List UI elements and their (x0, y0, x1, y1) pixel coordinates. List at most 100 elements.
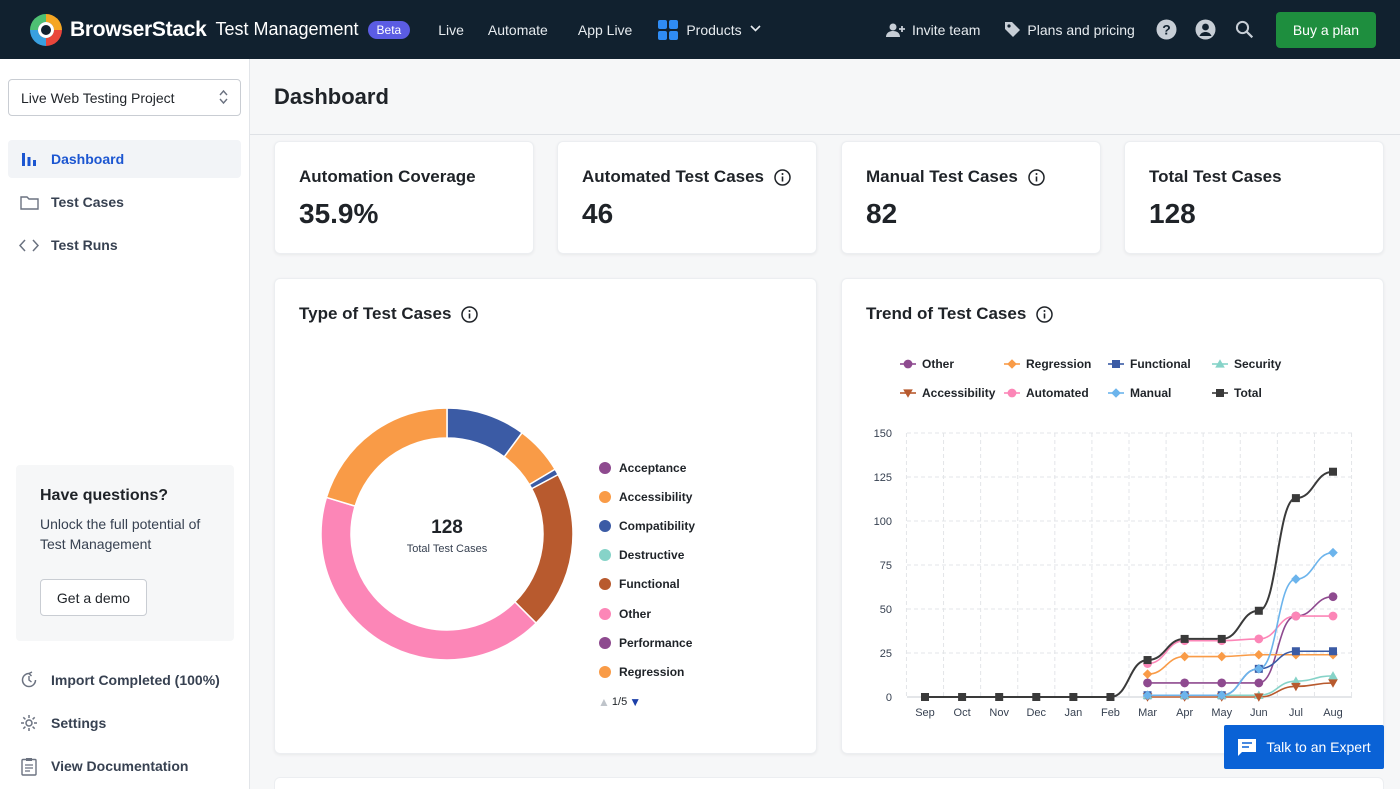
sidebar-item-test-cases[interactable]: Test Cases (8, 183, 241, 221)
legend-item-functional[interactable]: Functional (599, 570, 695, 599)
legend-marker-shape[interactable] (1215, 359, 1225, 368)
trend-point-manual[interactable] (1291, 574, 1301, 584)
trend-point-manual[interactable] (1179, 690, 1190, 701)
legend-item-regression[interactable]: Regression (599, 657, 695, 686)
legend-marker (599, 665, 611, 678)
trend-legend-item-other[interactable]: Other (900, 357, 954, 371)
x-tick-label: Oct (954, 707, 971, 719)
pager-down-icon[interactable]: ▼ (629, 695, 642, 709)
legend-marker-shape[interactable] (1112, 360, 1120, 368)
trend-point-automated[interactable] (1254, 634, 1264, 644)
trend-point-total[interactable] (1291, 494, 1300, 503)
trend-point-total[interactable] (1069, 693, 1078, 701)
products-menu[interactable]: Products (658, 19, 761, 40)
legend-item-acceptance[interactable]: Acceptance (599, 453, 695, 482)
trend-legend-item-accessibility[interactable]: Accessibility (900, 386, 995, 400)
trend-point-security[interactable] (1291, 676, 1301, 685)
invite-team-button[interactable]: Invite team (885, 22, 980, 38)
trend-legend-label: Other (922, 357, 955, 371)
trend-point-other[interactable] (1180, 678, 1190, 688)
sidebar-item-settings[interactable]: Settings (8, 708, 241, 738)
legend-item-compatibility[interactable]: Compatibility (599, 511, 695, 540)
sidebar-item-test-runs[interactable]: Test Runs (8, 226, 241, 264)
sidebar-item-documentation[interactable]: View Documentation (8, 751, 241, 781)
trend-legend-item-manual[interactable]: Manual (1108, 386, 1171, 400)
legend-item-performance[interactable]: Performance (599, 628, 695, 657)
legend-item-destructive[interactable]: Destructive (599, 541, 695, 570)
trend-point-functional[interactable] (1291, 647, 1300, 656)
nav-link-live[interactable]: Live (438, 21, 464, 38)
legend-marker-shape[interactable] (1007, 359, 1017, 369)
donut-slice-regression[interactable] (325, 407, 448, 508)
plans-pricing-link[interactable]: Plans and pricing (1004, 21, 1135, 38)
trend-point-total[interactable] (1254, 606, 1263, 615)
x-tick-label: Jan (1064, 707, 1082, 719)
trend-point-total[interactable] (958, 693, 967, 701)
trend-point-accessibility[interactable] (1254, 693, 1264, 702)
project-select-value: Live Web Testing Project (21, 89, 175, 106)
info-icon[interactable] (461, 305, 479, 323)
trend-point-accessibility[interactable] (1291, 682, 1301, 692)
trend-point-regression[interactable] (1142, 669, 1153, 679)
talk-to-expert-button[interactable]: Talk to an Expert (1224, 725, 1384, 769)
legend-item-other[interactable]: Other (599, 599, 695, 628)
donut-legend: Acceptance Accessibility Compatibility Dest… (599, 453, 695, 687)
trend-point-regression[interactable] (1216, 651, 1227, 662)
nav-link-app-live[interactable]: App Live (577, 21, 633, 38)
trend-point-total[interactable] (1032, 693, 1041, 701)
trend-point-total[interactable] (995, 693, 1004, 701)
trend-legend-item-security[interactable]: Security (1212, 357, 1281, 371)
pager-up-icon[interactable]: ▲ (598, 695, 610, 709)
trend-legend-item-regression[interactable]: Regression (1004, 357, 1091, 371)
code-icon (18, 238, 40, 252)
trend-point-manual[interactable] (1216, 690, 1227, 701)
trend-point-other[interactable] (1143, 678, 1152, 688)
trend-point-automated[interactable] (1328, 611, 1338, 621)
stat-card-manual-test-cases: Manual Test Cases 82 (841, 141, 1101, 254)
trend-point-total[interactable] (1217, 634, 1226, 643)
trend-point-manual[interactable] (1142, 690, 1153, 701)
legend-item-accessibility[interactable]: Accessibility (599, 482, 695, 511)
legend-marker-shape[interactable] (903, 389, 913, 398)
trend-point-total[interactable] (921, 693, 929, 701)
trend-point-total[interactable] (1329, 467, 1337, 476)
browserstack-logo[interactable]: BrowserStack Test Management Beta (30, 13, 411, 46)
trend-point-security[interactable] (1328, 671, 1338, 680)
search-icon[interactable] (1234, 19, 1256, 41)
legend-marker-shape[interactable] (903, 359, 913, 369)
trend-legend-item-total[interactable]: Total (1212, 386, 1262, 400)
help-icon[interactable]: ? (1156, 19, 1178, 41)
legend-marker-shape[interactable] (1007, 388, 1017, 398)
project-select[interactable]: Live Web Testing Project (8, 79, 241, 116)
sidebar-item-dashboard[interactable]: Dashboard (8, 140, 241, 178)
get-demo-button[interactable]: Get a demo (40, 579, 147, 616)
trend-legend-marker (1108, 360, 1124, 368)
nav-link-automate[interactable]: Automate (487, 21, 548, 38)
trend-point-functional[interactable] (1329, 647, 1337, 656)
info-icon[interactable] (774, 168, 791, 186)
trend-point-regression[interactable] (1254, 649, 1264, 660)
info-icon[interactable] (1036, 305, 1054, 323)
legend-marker-shape[interactable] (1216, 389, 1224, 397)
trend-legend-item-automated[interactable]: Automated (1004, 386, 1089, 400)
sidebar-item-import-status[interactable]: Import Completed (100%) (8, 665, 241, 695)
account-icon[interactable] (1195, 19, 1217, 41)
trend-point-regression[interactable] (1179, 651, 1190, 662)
info-icon[interactable] (1028, 168, 1045, 186)
trend-point-manual[interactable] (1328, 547, 1338, 558)
trend-point-automated[interactable] (1291, 611, 1301, 621)
tag-icon (1005, 22, 1021, 37)
trend-point-other[interactable] (1328, 592, 1338, 602)
trend-point-manual[interactable] (1254, 664, 1264, 674)
trend-point-other[interactable] (1254, 678, 1264, 688)
trend-point-accessibility[interactable] (1328, 679, 1338, 688)
trend-point-total[interactable] (1143, 656, 1152, 665)
trend-legend-item-functional[interactable]: Functional (1108, 357, 1191, 371)
trend-point-total[interactable] (1106, 693, 1115, 701)
trend-point-total[interactable] (1180, 634, 1189, 643)
buy-plan-button[interactable]: Buy a plan (1275, 11, 1376, 48)
trend-point-other[interactable] (1217, 678, 1227, 688)
stat-label-text: Automation Coverage (299, 167, 476, 186)
legend-marker-shape[interactable] (1111, 388, 1121, 398)
bar-chart-icon (18, 151, 40, 167)
